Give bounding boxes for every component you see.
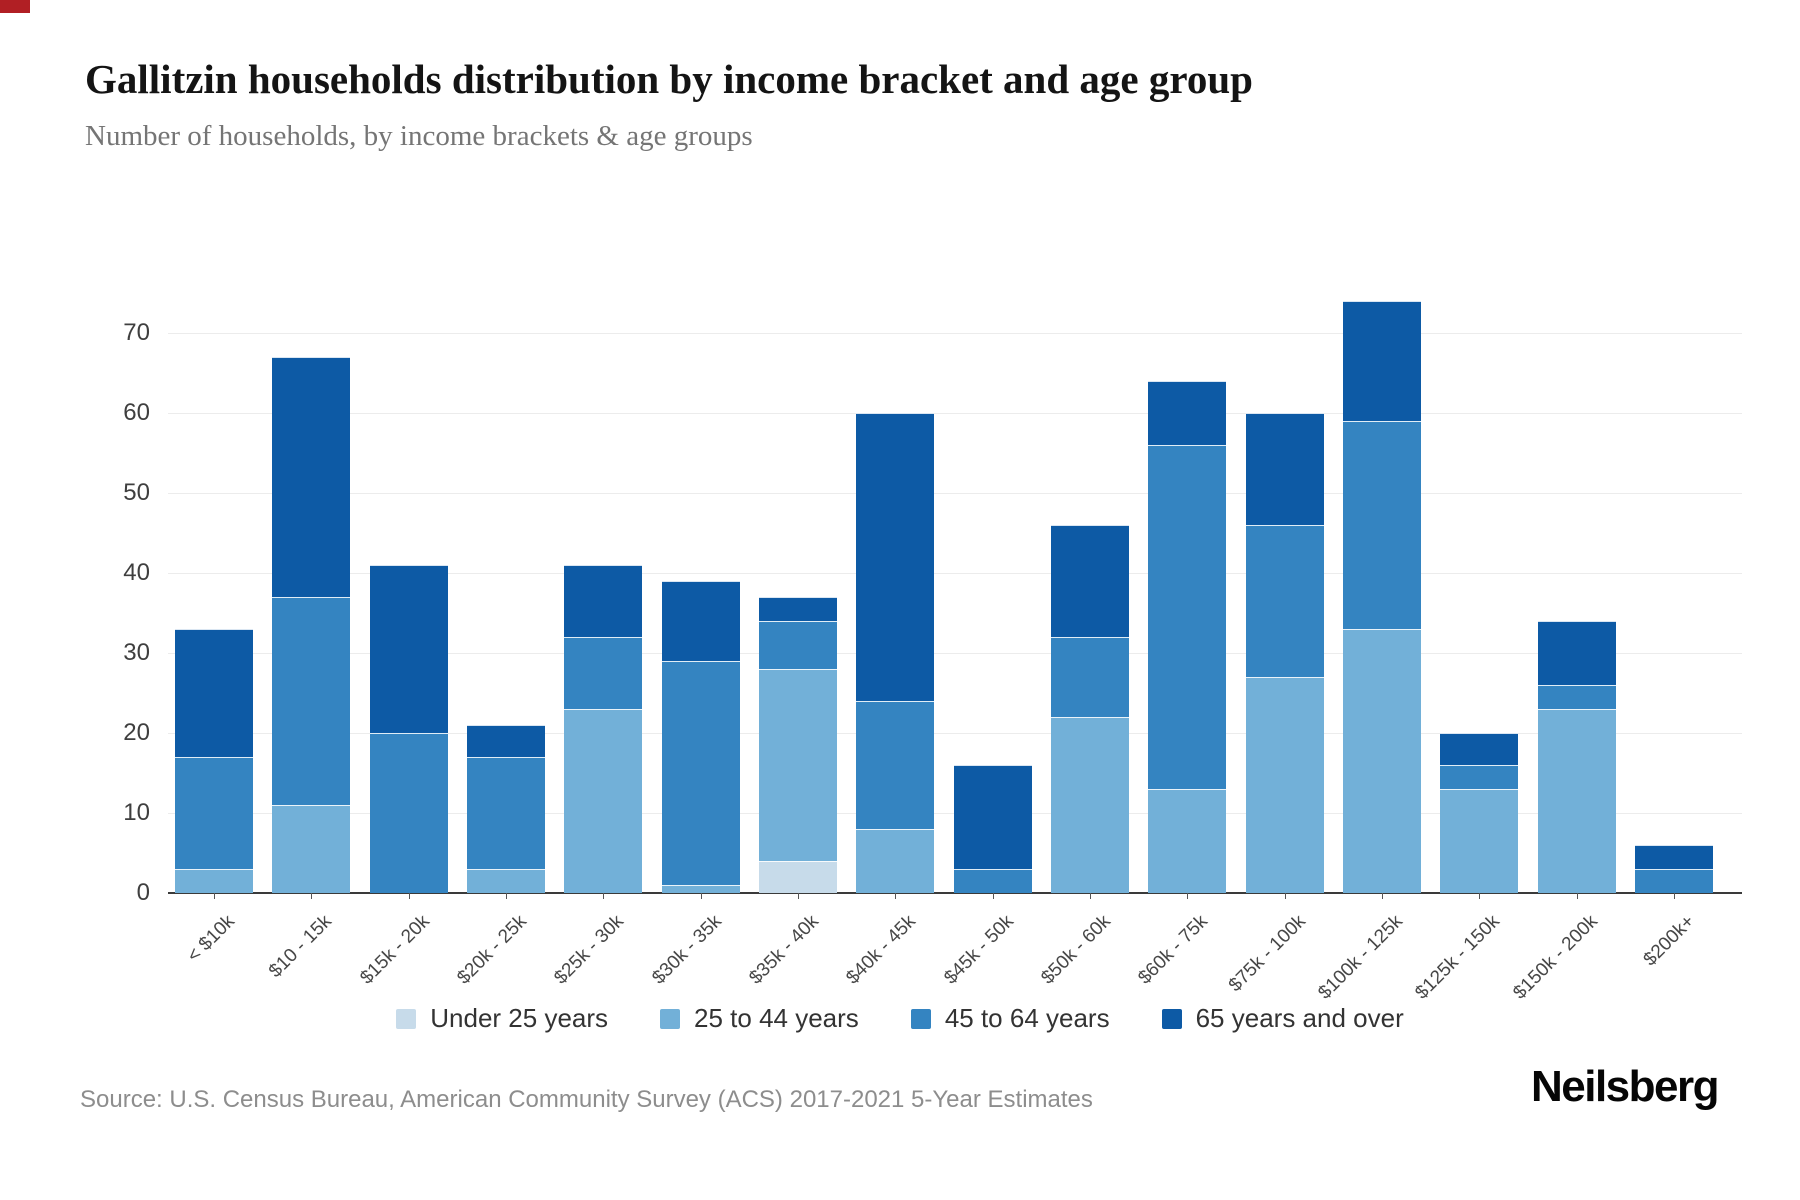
bar-segment [564,709,643,893]
bar-segment [369,565,448,733]
bar-segment [1050,637,1129,717]
bar-segment [1245,413,1324,525]
y-tick-label: 70 [123,319,150,346]
x-tick-mark [311,893,313,899]
x-tick-mark [1381,893,1383,899]
bar-segment [1148,789,1227,893]
x-tick-mark [797,893,799,899]
corner-marker [0,0,30,13]
bar-segment [953,765,1032,869]
x-tick-mark [992,893,994,899]
bar-segment [1050,717,1129,893]
y-tick-label: 50 [123,479,150,506]
x-tick-mark [505,893,507,899]
bar-segment [272,597,351,805]
y-gridline [168,733,1742,734]
bar-segment [856,413,935,701]
y-tick-label: 20 [123,719,150,746]
y-tick-label: 40 [123,559,150,586]
bar-segment [953,869,1032,893]
y-gridline [168,653,1742,654]
bar-segment [661,661,740,885]
legend-item: 25 to 44 years [660,1003,859,1034]
bar-segment [175,869,253,893]
bar-segment [661,581,740,661]
legend-label: Under 25 years [430,1003,609,1033]
legend-swatch [1161,1008,1182,1029]
bar-segment [758,621,837,669]
bar-segment [856,829,935,893]
y-tick-label: 0 [136,879,150,906]
x-tick-mark [603,893,605,899]
x-tick-mark [1673,893,1675,899]
y-gridline [168,413,1742,414]
x-tick-mark [1089,893,1091,899]
y-tick-label: 10 [123,799,150,826]
bar-segment [1634,845,1713,869]
bar-segment [1245,525,1324,677]
bar-segment [1634,869,1713,893]
bar-segment [1440,733,1519,765]
bar-segment [1148,445,1227,789]
bar-segment [466,757,545,869]
legend-swatch [396,1008,417,1029]
bar-segment [175,629,253,757]
bar-segment [661,885,740,893]
x-axis-line [168,892,1742,894]
chart-title: Gallitzin households distribution by inc… [85,56,1253,102]
y-gridline [168,333,1742,334]
legend-swatch [910,1008,931,1029]
bar-segment [272,805,351,893]
legend-label: 25 to 44 years [694,1003,859,1033]
bar-segment [1537,621,1616,685]
bar-segment [272,357,351,597]
bar-segment [1342,301,1421,421]
x-tick-mark [1479,893,1481,899]
legend-swatch [660,1008,681,1029]
legend-label: 45 to 64 years [944,1003,1110,1033]
bar-segment [758,861,837,893]
bar-segment [856,701,935,829]
bar-segment [564,565,643,637]
x-tick-mark [1187,893,1189,899]
x-tick-mark [895,893,897,899]
bar-segment [175,757,253,869]
y-gridline [168,493,1742,494]
x-tick-mark [408,893,410,899]
x-tick-mark [1576,893,1578,899]
bar-segment [1440,789,1519,893]
bar-segment [758,669,837,861]
bar-segment [758,597,837,621]
bar-segment [466,869,545,893]
bar-segment [369,733,448,893]
bar-segment [1537,685,1616,709]
legend-item: 65 years and over [1161,1003,1404,1034]
legend-item: 45 to 64 years [910,1003,1110,1034]
bar-segment [1537,709,1616,893]
bar-segment [1342,421,1421,629]
y-tick-label: 60 [123,399,150,426]
legend-item: Under 25 years [396,1003,608,1034]
bar-segment [1050,525,1129,637]
bar-segment [1245,677,1324,893]
chart-legend: Under 25 years 25 to 44 years 45 to 64 yea… [0,1003,1800,1034]
x-tick-mark [700,893,702,899]
x-tick-mark [214,893,215,899]
y-gridline [168,573,1742,574]
bar-segment [1440,765,1519,789]
bar-segment [1342,629,1421,893]
y-tick-label: 30 [123,639,150,666]
bar-segment [466,725,545,757]
source-note: Source: U.S. Census Bureau, American Com… [80,1086,1093,1113]
brand-logo: Neilsberg [1530,1062,1720,1111]
legend-label: 65 years and over [1195,1003,1404,1033]
chart-subtitle: Number of households, by income brackets… [85,120,753,152]
bar-segment [564,637,643,709]
x-tick-mark [1284,893,1286,899]
bar-segment [1148,381,1227,445]
